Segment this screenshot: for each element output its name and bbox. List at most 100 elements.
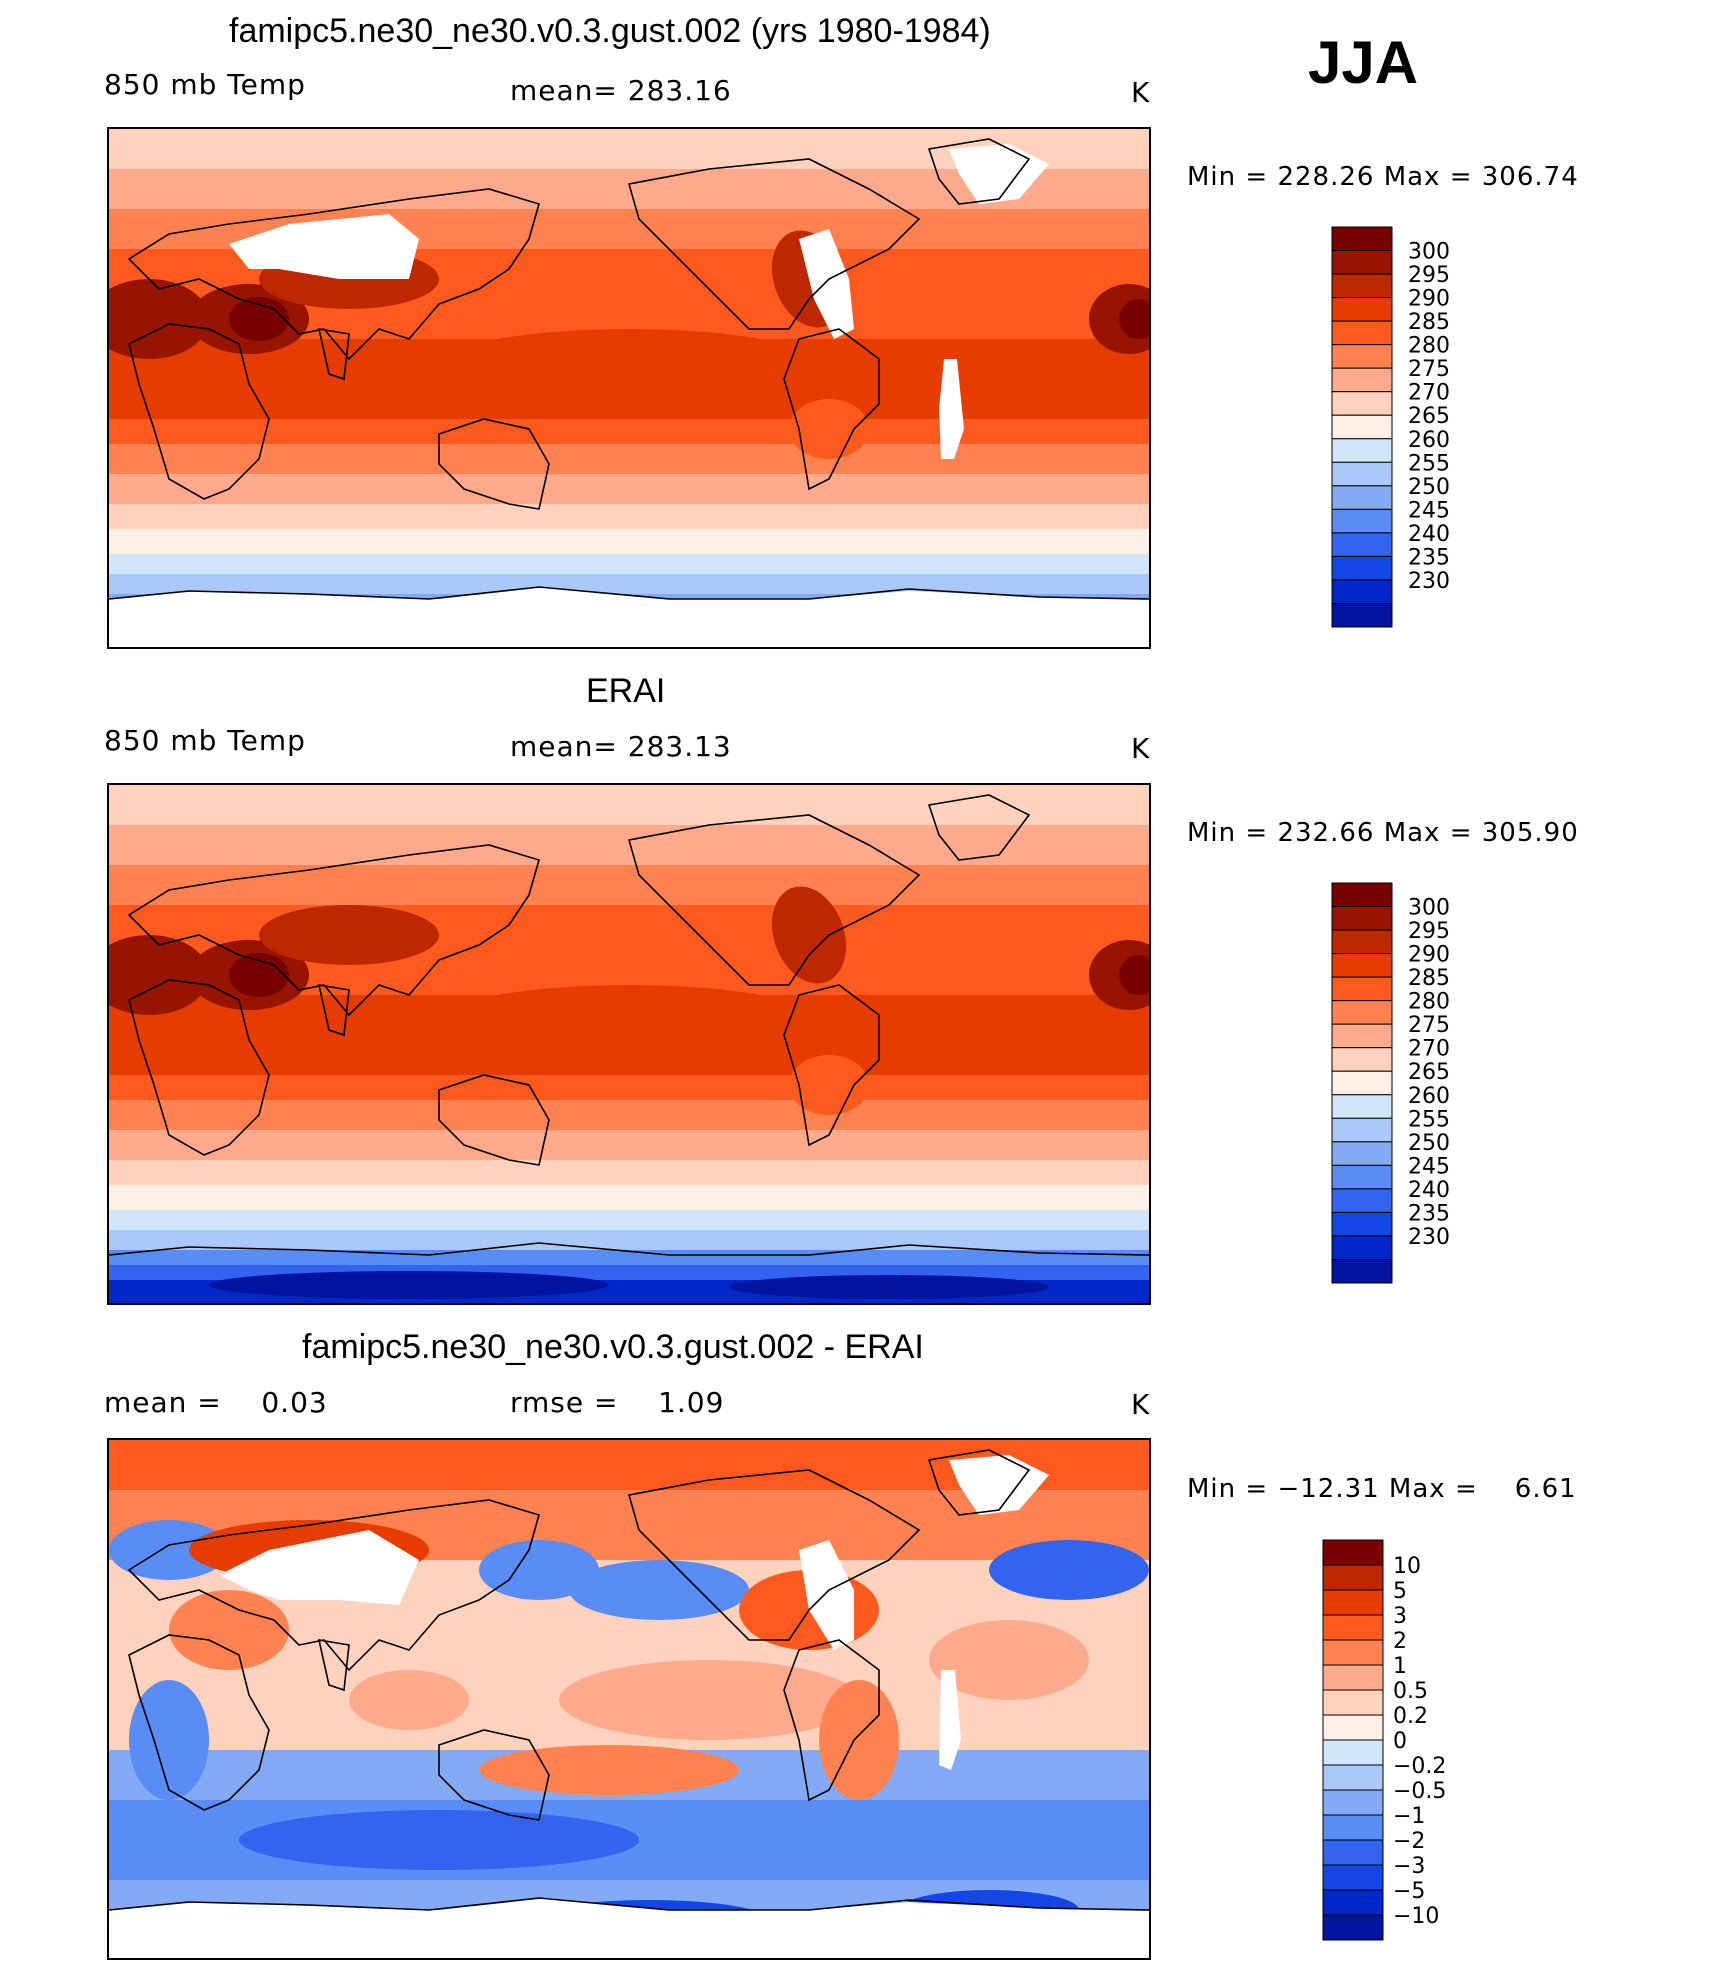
panel-1-title: famipc5.ne30_ne30.v0.3.gust.002 (yrs 198… [229,12,991,50]
colorbar-model-tick-label: 290 [1408,287,1450,312]
temperature-band [109,574,1149,594]
temperature-patch [1119,955,1149,995]
colorbar-erai-tick-label: 245 [1408,1154,1450,1179]
masked-high-terrain [219,1530,419,1605]
temperature-patch [479,1540,599,1600]
masked-high-terrain [949,1455,1049,1515]
colorbar-model-tick-label: 260 [1408,428,1450,453]
panel-3-rmse: rmse = 1.09 [510,1386,725,1419]
temperature-patch [479,1745,739,1795]
temperature-band [109,1160,1149,1185]
colorbar-difference-tick-label: 1 [1393,1654,1407,1679]
masked-high-terrain [229,214,419,279]
coastline [627,1469,921,1641]
panel-1-units: K [1131,76,1151,109]
panel-1-map [107,127,1151,649]
colorbar-difference-tick-label: −10 [1393,1904,1439,1929]
colorbar-model-box [1331,391,1393,416]
coastline [783,1639,880,1802]
temperature-band [109,1130,1149,1160]
coastline [783,328,880,491]
colorbar-erai: 3002952902852802752702652602552502452402… [1331,882,1450,1284]
colorbar-erai-tick-label: 290 [1408,943,1450,968]
masked-antarctica [109,587,1149,647]
temperature-band [109,785,1149,825]
colorbar-model-box [1331,297,1393,322]
colorbar-difference-tick-label: −5 [1393,1879,1425,1904]
temperature-band [109,444,1149,474]
colorbar-model-tick-label: 280 [1408,334,1450,359]
colorbar-model-tick-label: 275 [1408,357,1450,382]
colorbar-erai-tick-label: 265 [1408,1060,1450,1085]
panel-3-minmax: Min = −12.31 Max = 6.61 [1187,1474,1577,1504]
panel-3-title: famipc5.ne30_ne30.v0.3.gust.002 - ERAI [302,1328,924,1366]
colorbar-model-box [1331,226,1393,252]
coastline [627,158,921,330]
colorbar-difference-box [1322,1764,1384,1791]
temperature-band [109,419,1149,444]
colorbar-difference-box [1322,1689,1384,1716]
coastline [127,1499,540,1672]
panel-2-minmax: Min = 232.66 Max = 305.90 [1187,818,1579,848]
colorbar-erai-box [1331,1211,1393,1237]
colorbar-erai-box [1331,906,1393,931]
colorbar-model-tick-label: 265 [1408,404,1450,429]
colorbar-model-box [1331,414,1393,440]
panel-2-variable: 850 mb Temp [104,724,306,757]
temperature-patch [239,1810,639,1870]
colorbar-model-tick-label: 245 [1408,498,1450,523]
temperature-patch [819,1680,899,1800]
colorbar-erai-tick-label: 280 [1408,990,1450,1015]
temperature-band [109,1210,1149,1230]
colorbar-model-tick-label: 230 [1408,569,1450,594]
colorbar-model-tick-label: 270 [1408,381,1450,406]
colorbar-erai-box [1331,1188,1393,1213]
colorbar-model-tick-label: 300 [1408,240,1450,265]
temperature-patch [429,329,829,409]
colorbar-model-box [1331,485,1393,510]
colorbar-erai-box [1331,882,1393,908]
colorbar-erai-tick-label: 260 [1408,1084,1450,1109]
panel-3-colorbar: 10 5 3 2 1 0.5 0.2 0 −0.2 −0.5 −1 −2 −3 −5 −10 [1322,1539,1493,1960]
colorbar-model-box [1331,579,1393,604]
colorbar-erai-tick-label: 235 [1408,1201,1450,1226]
coastline [128,979,270,1156]
colorbar-model-box [1331,602,1393,628]
colorbar-erai-box [1331,1141,1393,1166]
temperature-patch [109,935,209,1015]
colorbar-difference-box [1322,1614,1384,1641]
temperature-patch [569,1560,749,1620]
masked-high-terrain [799,229,854,339]
colorbar-difference-box [1322,1589,1384,1616]
panel-1-mean: mean= 283.16 [510,74,732,107]
colorbar-model-tick-label: 235 [1408,545,1450,570]
coastline [438,1729,550,1821]
temperature-band [109,825,1149,865]
colorbar-difference-tick-label: 2 [1393,1629,1407,1654]
panel-2-title: ERAI [586,672,666,710]
temperature-band [109,1230,1149,1250]
colorbar-difference-tick-label: 0 [1393,1729,1407,1754]
colorbar-model-tick-label: 285 [1408,310,1450,335]
colorbar-difference-tick-label: −1 [1393,1804,1425,1829]
panel-2-mean: mean= 283.13 [510,730,732,763]
colorbar-difference-box [1322,1714,1384,1741]
temperature-patch [989,1540,1149,1600]
temperature-band [109,554,1149,574]
colorbar-model-box [1331,320,1393,346]
temperature-patch [779,1810,1079,1870]
colorbar-erai-box [1331,1023,1393,1049]
panel-3-map [107,1438,1151,1960]
colorbar-model-box [1331,438,1393,463]
masked-high-terrain [939,1670,961,1770]
coastline [438,418,550,510]
colorbar-erai-box [1331,1070,1393,1096]
coastline [317,1639,350,1692]
colorbar-model-tick-label: 295 [1408,263,1450,288]
colorbar-erai-box [1331,1047,1393,1072]
colorbar-difference-tick-label: 5 [1393,1579,1407,1604]
panel-1-variable: 850 mb Temp [104,68,306,101]
temperature-patch [559,1660,859,1740]
colorbar-difference-box [1322,1639,1384,1666]
temperature-band [109,1100,1149,1130]
